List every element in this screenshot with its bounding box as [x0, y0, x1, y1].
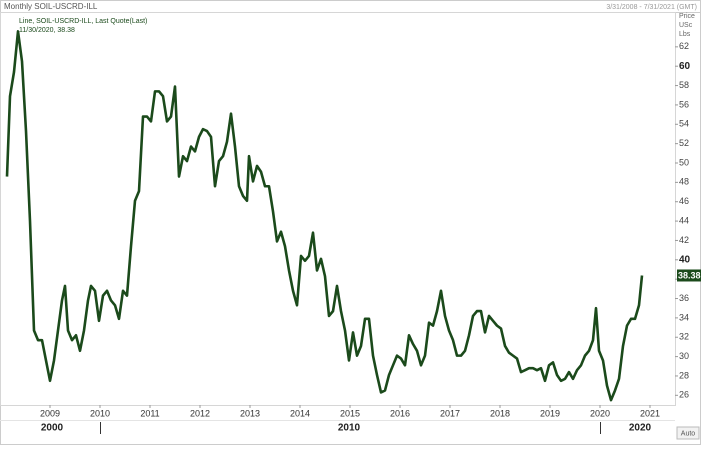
y-tick-label: 32 [679, 332, 689, 342]
y-tick-label: 50 [679, 157, 689, 167]
y-tick-label: 26 [679, 390, 689, 400]
x-tick-label: 2014 [290, 408, 310, 418]
y-tick-label: 62 [679, 41, 689, 51]
plot-frame [0, 12, 676, 406]
y-tick-label: 34 [679, 312, 689, 322]
y-tick-label: 42 [679, 235, 689, 245]
price-line [5, 30, 644, 402]
y-tick-label: 56 [679, 99, 689, 109]
x-tick-label: 2011 [140, 408, 159, 418]
x-tick-label: 2013 [240, 408, 260, 418]
x-tick-label: 2012 [190, 408, 210, 418]
chart-title: Monthly SOIL-USCRD-ILL [4, 2, 98, 11]
x-tick-label: 2009 [40, 408, 60, 418]
y-axis-unit: Price [679, 13, 695, 20]
x-tick-label: 2020 [590, 408, 610, 418]
decade-label: 2020 [629, 423, 652, 434]
y-axis-unit: Lbs [679, 31, 691, 38]
y-tick-label: 46 [679, 196, 689, 206]
y-tick-label: 44 [679, 215, 689, 225]
y-tick-label: 58 [679, 80, 689, 90]
y-tick-label: 60 [679, 61, 691, 72]
decade-label: 2000 [41, 423, 64, 434]
decade-label: 2010 [338, 423, 361, 434]
x-tick-label: 2018 [490, 408, 510, 418]
legend-last: 11/30/2020, 38.38 [19, 27, 75, 34]
y-tick-label: 30 [679, 351, 689, 361]
y-tick-label: 40 [679, 254, 691, 265]
last-value-label: 38.38 [678, 270, 701, 280]
y-axis-unit: USc [679, 22, 693, 29]
last-value-box [677, 269, 701, 282]
y-tick-label: 48 [679, 177, 689, 187]
x-tick-label: 2015 [340, 408, 360, 418]
y-tick-label: 52 [679, 138, 689, 148]
x-tick-label: 2017 [440, 408, 460, 418]
x-tick-label: 2010 [90, 408, 110, 418]
scale-button[interactable] [676, 426, 700, 440]
x-tick-label: 2019 [540, 408, 560, 418]
y-tick-label: 36 [679, 293, 689, 303]
y-tick-label: 54 [679, 119, 689, 129]
date-range: 3/31/2008 - 7/31/2021 (GMT) [606, 4, 697, 11]
y-tick-label: 28 [679, 370, 689, 380]
x-tick-label: 2021 [640, 408, 660, 418]
x-tick-label: 2016 [390, 408, 410, 418]
legend-entry: Line, SOIL-USCRD-ILL, Last Quote(Last) [19, 18, 147, 25]
scale-mode[interactable]: Auto [681, 430, 696, 437]
